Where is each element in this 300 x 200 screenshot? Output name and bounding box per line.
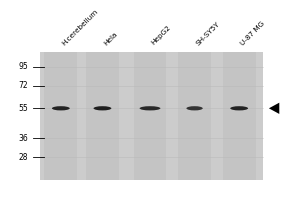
Bar	[40, 52, 263, 180]
Text: SH-SY5Y: SH-SY5Y	[195, 20, 220, 46]
Ellipse shape	[94, 106, 111, 110]
Ellipse shape	[140, 106, 160, 110]
Text: 28: 28	[19, 153, 28, 162]
Bar	[223, 52, 256, 180]
Bar	[86, 52, 119, 180]
Bar	[178, 52, 211, 180]
Bar	[44, 52, 77, 180]
Ellipse shape	[186, 106, 203, 110]
Ellipse shape	[52, 106, 70, 110]
Ellipse shape	[230, 106, 248, 110]
Text: U-87 MG: U-87 MG	[239, 20, 266, 46]
Text: 55: 55	[18, 104, 28, 113]
Text: Hela: Hela	[102, 30, 118, 46]
Bar	[134, 52, 166, 180]
Text: H.cerebellum: H.cerebellum	[61, 8, 99, 46]
Text: 95: 95	[18, 62, 28, 71]
Text: 36: 36	[18, 134, 28, 143]
Text: 72: 72	[19, 81, 28, 90]
Text: HepG2: HepG2	[150, 24, 172, 46]
Polygon shape	[269, 103, 279, 114]
